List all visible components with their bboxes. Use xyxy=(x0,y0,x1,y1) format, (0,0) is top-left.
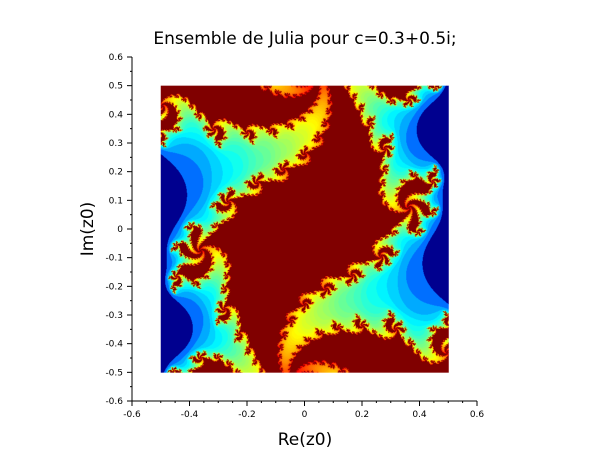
chart-title: Ensemble de Julia pour c=0.3+0.5i; xyxy=(153,29,456,49)
y-tick-label: -0.4 xyxy=(105,340,123,350)
x-tick-label: 0.2 xyxy=(355,410,369,420)
y-tick-label: -0.2 xyxy=(105,282,123,292)
x-tick-label: 0.6 xyxy=(470,410,485,420)
x-tick-label: 0.4 xyxy=(412,410,427,420)
x-axis-ticks: -0.6 -0.4 -0.2 0 0.2 0.4 0.6 xyxy=(123,401,484,420)
y-axis-label: Im(z0) xyxy=(78,202,98,257)
y-tick-label: 0.2 xyxy=(109,168,123,178)
y-tick-label: 0 xyxy=(117,225,123,235)
x-tick-label: 0 xyxy=(302,410,308,420)
x-axis-label: Re(z0) xyxy=(278,430,333,450)
y-tick-label: 0.4 xyxy=(109,110,124,120)
y-tick-label: -0.1 xyxy=(105,254,123,264)
y-tick-label: -0.5 xyxy=(105,368,123,378)
y-tick-label: 0.3 xyxy=(109,139,123,149)
x-tick-label: -0.2 xyxy=(238,410,256,420)
x-tick-label: -0.4 xyxy=(181,410,199,420)
y-tick-label: 0.6 xyxy=(109,53,124,63)
y-tick-label: 0.1 xyxy=(109,196,123,206)
y-tick-label: -0.3 xyxy=(105,311,123,321)
y-tick-label: 0.5 xyxy=(109,82,123,92)
y-axis-ticks: -0.6 -0.5 -0.4 -0.3 -0.2 -0.1 0 0.1 0.2 0.3 0.4 0.5… xyxy=(105,53,132,407)
plot-area xyxy=(160,85,449,373)
y-tick-label: -0.6 xyxy=(105,397,123,407)
julia-set-heatmap xyxy=(160,85,449,373)
x-tick-label: -0.6 xyxy=(123,410,141,420)
